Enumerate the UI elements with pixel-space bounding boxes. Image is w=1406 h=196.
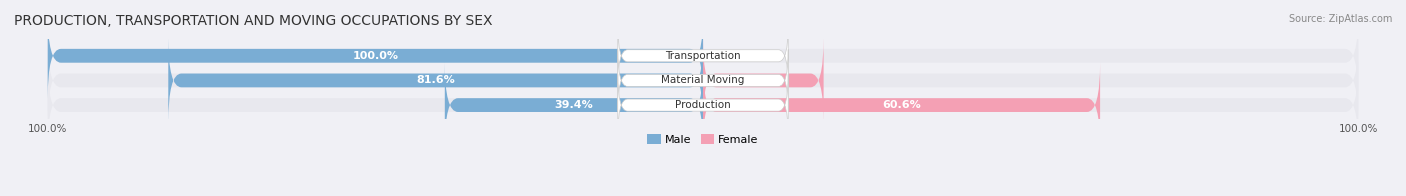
Text: 18.4%: 18.4%	[744, 75, 783, 85]
Text: 100.0%: 100.0%	[353, 51, 398, 61]
Text: Transportation: Transportation	[665, 51, 741, 61]
FancyBboxPatch shape	[617, 50, 789, 111]
FancyBboxPatch shape	[617, 74, 789, 136]
Text: Production: Production	[675, 100, 731, 110]
Text: Source: ZipAtlas.com: Source: ZipAtlas.com	[1288, 14, 1392, 24]
FancyBboxPatch shape	[48, 38, 1358, 123]
FancyBboxPatch shape	[444, 63, 703, 147]
FancyBboxPatch shape	[703, 63, 1099, 147]
FancyBboxPatch shape	[703, 38, 824, 123]
FancyBboxPatch shape	[48, 13, 703, 98]
FancyBboxPatch shape	[48, 63, 1358, 147]
Text: PRODUCTION, TRANSPORTATION AND MOVING OCCUPATIONS BY SEX: PRODUCTION, TRANSPORTATION AND MOVING OC…	[14, 14, 492, 28]
FancyBboxPatch shape	[169, 38, 703, 123]
Text: 60.6%: 60.6%	[882, 100, 921, 110]
Text: 39.4%: 39.4%	[554, 100, 593, 110]
Legend: Male, Female: Male, Female	[643, 130, 763, 149]
Text: 81.6%: 81.6%	[416, 75, 456, 85]
Text: Material Moving: Material Moving	[661, 75, 745, 85]
FancyBboxPatch shape	[617, 25, 789, 87]
FancyBboxPatch shape	[48, 13, 1358, 98]
